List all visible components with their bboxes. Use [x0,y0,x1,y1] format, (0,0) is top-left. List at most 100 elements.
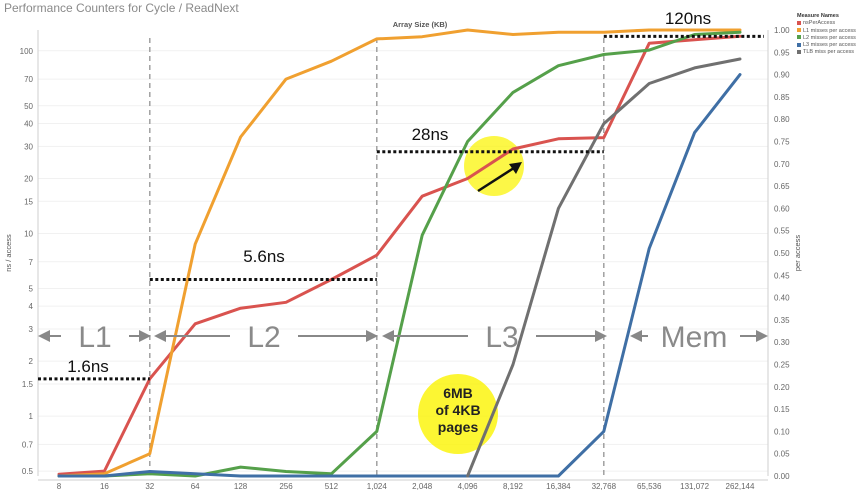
grid [38,50,768,472]
series-line [57,34,742,476]
y-right-tick-label: 0.05 [774,450,790,459]
x-tick-label: 32,768 [592,482,617,491]
y-axis-right-label: per access [793,235,802,272]
legend-label: L3 misses per access [803,42,856,49]
y-axis-left-label: ns / access [4,234,13,272]
y-right-tick-label: 0.30 [774,338,790,347]
legend-item: L3 misses per access [797,42,856,49]
series-line [466,57,742,478]
x-tick-label: 16,384 [546,482,571,491]
x-tick-label: 32 [145,482,154,491]
legend-item: TLB miss per access [797,49,856,56]
y-right-tick-label: 0.25 [774,361,790,370]
y-right-tick-label: 0.00 [774,472,790,481]
x-tick-label: 256 [279,482,293,491]
y-right-tick-label: 0.70 [774,160,790,169]
y-left-tick-label: 15 [24,197,33,206]
y-left-tick-label: 20 [24,174,33,183]
y-right-tick-label: 0.65 [774,182,790,191]
region-label: L1 [78,321,111,354]
callout-text: pages [438,419,479,435]
y-right-tick-label: 1.00 [774,26,790,35]
legend: Measure Names nsPerAccess L1 misses per a… [797,13,856,57]
y-left-tick-label: 7 [29,258,34,267]
y-right-tick-label: 0.40 [774,294,790,303]
region-label: Mem [661,321,728,354]
legend-label: L2 misses per access [803,34,856,41]
y-left-tick-label: 1.5 [22,380,34,389]
x-tick-label: 8 [57,482,62,491]
legend-label: L1 misses per access [803,27,856,34]
y-right-tick-label: 0.45 [774,271,790,280]
legend-item: L1 misses per access [797,28,856,35]
region-label: L2 [247,321,280,354]
y-left-tick-label: 0.7 [22,440,34,449]
chart-title: Performance Counters for Cycle / ReadNex… [4,1,239,15]
callout-text: 6MB [443,385,473,401]
x-tick-label: 512 [325,482,339,491]
legend-swatch [797,50,801,55]
x-tick-label: 4,096 [458,482,479,491]
legend-swatch [797,42,801,47]
callout-text: of 4KB [435,402,480,418]
y-left-tick-label: 5 [29,284,34,293]
y-right-tick-label: 0.75 [774,138,790,147]
y-right-tick-label: 0.50 [774,249,790,258]
y-left-tick-label: 0.5 [22,467,34,476]
y-right-tick-label: 0.10 [774,427,790,436]
series-lines [57,28,742,478]
x-tick-label: 2,048 [412,482,433,491]
axes: 0.5 0.7 1 1.5 2 3 4 5 7 10 15 20 30 40 50 70 100 0.00 0.05… [4,20,802,491]
legend-item: nsPerAccess [797,20,856,27]
legend-swatch [797,35,801,40]
y-right-tick-label: 0.85 [774,93,790,102]
y-right-tick-label: 0.15 [774,405,790,414]
latency-label: 1.6ns [67,357,109,376]
legend-swatch [797,20,801,25]
pointer-arrow-shaft [477,164,518,193]
legend-item: L2 misses per access [797,35,856,42]
y-right-tick-label: 0.55 [774,227,790,236]
x-tick-label: 65,536 [637,482,662,491]
x-tick-label: 262,144 [726,482,755,491]
x-tick-label: 131,072 [680,482,709,491]
legend-title: Measure Names [797,13,839,19]
x-tick-label: 1,024 [367,482,388,491]
y-left-tick-label: 100 [20,47,34,56]
x-tick-label: 128 [234,482,248,491]
y-left-tick-label: 4 [29,302,34,311]
y-right-tick-label: 0.20 [774,383,790,392]
callout-circle [418,374,498,454]
series-line [57,30,742,478]
y-left-tick-label: 40 [24,119,33,128]
x-tick-label: 64 [191,482,200,491]
latency-label: 120ns [665,9,711,28]
y-left-tick-label: 70 [24,75,33,84]
y-left-tick-label: 10 [24,229,33,238]
legend-label: nsPerAccess [803,20,836,27]
y-left-tick-label: 2 [29,357,34,366]
series-line [57,28,742,478]
series-line [57,73,742,478]
y-right-tick-label: 0.90 [774,71,790,80]
y-right-tick-label: 0.80 [774,115,790,124]
region-label: L3 [485,321,518,354]
y-left-tick-label: 50 [24,102,33,111]
y-left-tick-label: 1 [29,412,34,421]
y-right-tick-label: 0.60 [774,204,790,213]
pointer-arrow-head [509,162,522,174]
y-left-tick-label: 30 [24,142,33,151]
legend-label: TLB miss per access [803,49,855,56]
y-right-tick-label: 0.35 [774,316,790,325]
annotations-back [149,38,605,476]
latency-label: 28ns [412,125,449,144]
y-right-tick-label: 0.95 [774,48,790,57]
y-left-tick-label: 3 [29,325,34,334]
x-tick-label: 8,192 [503,482,524,491]
x-tick-label: 16 [100,482,109,491]
legend-swatch [797,28,801,33]
latency-label: 5.6ns [243,247,285,266]
x-axis-label: Array Size (KB) [393,20,448,29]
